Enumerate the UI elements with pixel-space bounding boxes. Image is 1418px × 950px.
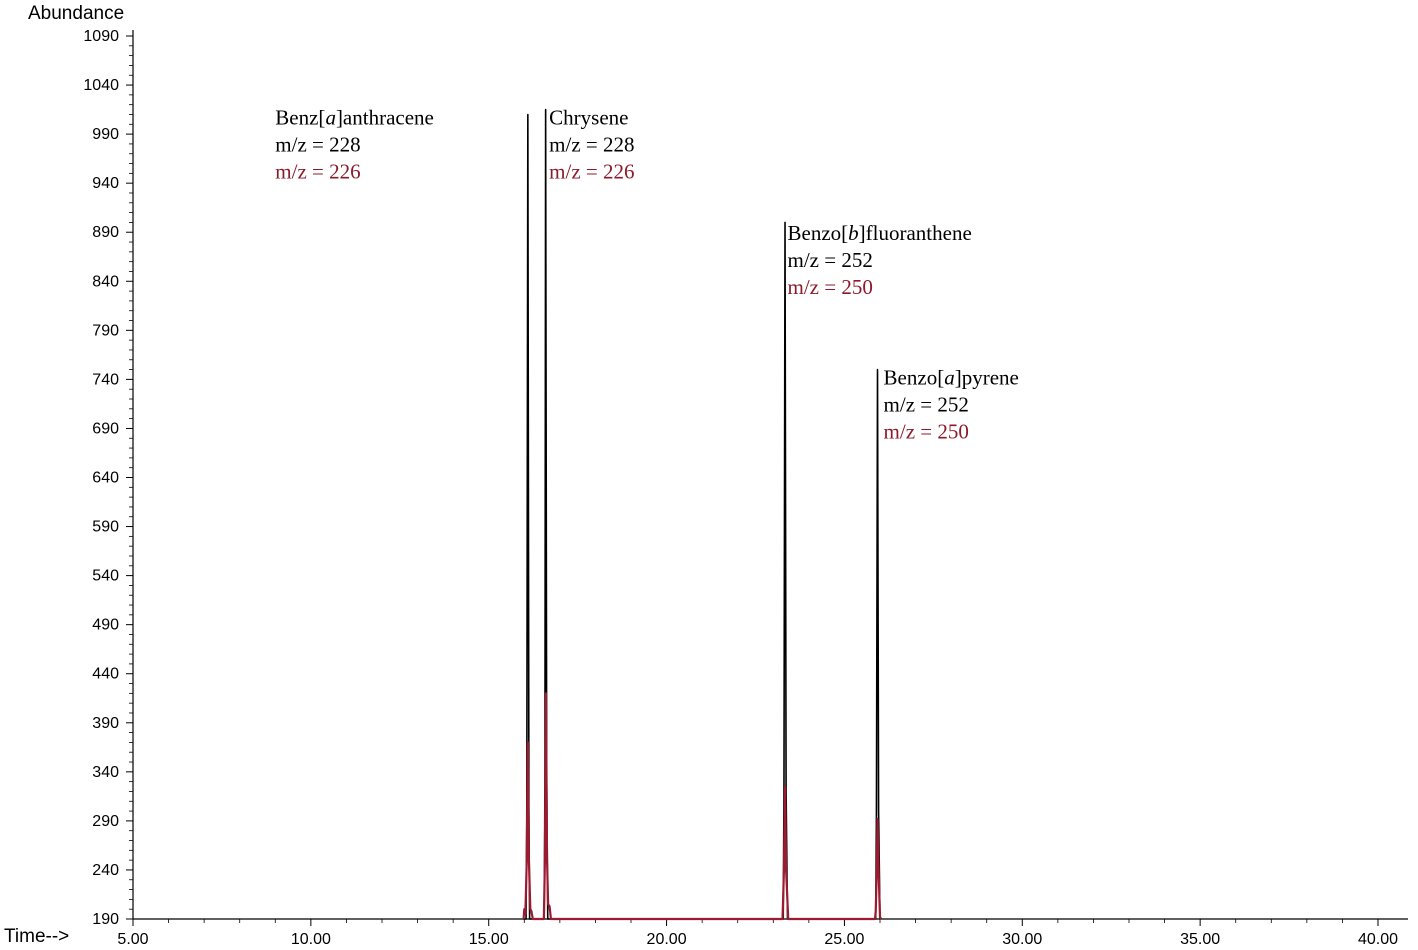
x-tick-label: 35.00	[1180, 931, 1220, 948]
annotation-label: Benzo[a]pyrene	[884, 365, 1019, 389]
y-tick-label: 740	[92, 371, 119, 388]
y-tick-label: 290	[92, 813, 119, 830]
y-tick-label: 390	[92, 715, 119, 732]
annotation-label: m/z = 252	[884, 392, 969, 416]
y-tick-label: 540	[92, 568, 119, 585]
annotation-label: Benz[a]anthracene	[275, 105, 434, 129]
y-tick-label: 640	[92, 470, 119, 487]
annotation-label: m/z = 226	[275, 159, 360, 183]
y-tick-label: 690	[92, 420, 119, 437]
y-axis-title: Abundance	[28, 3, 124, 24]
y-tick-label: 490	[92, 617, 119, 634]
peak-annotations: Benz[a]anthracene m/z = 228 m/z = 226 Chrys…	[275, 105, 1019, 443]
x-tick-label: 5.00	[117, 931, 148, 948]
x-tick-label: 10.00	[291, 931, 331, 948]
annotation-label: m/z = 226	[549, 159, 634, 183]
y-tick-label: 440	[92, 666, 119, 683]
annotation-label: m/z = 228	[549, 132, 634, 156]
x-tick-label: 15.00	[469, 931, 509, 948]
annotation-label: m/z = 250	[884, 419, 969, 443]
red-series-line	[522, 692, 883, 921]
plot-series	[522, 108, 883, 921]
x-tick-label: 20.00	[647, 931, 687, 948]
x-tick-label: 30.00	[1002, 931, 1042, 948]
y-tick-label: 890	[92, 224, 119, 241]
annotation-label: m/z = 250	[788, 275, 873, 299]
annotation-label: Benzo[b]fluoranthene	[788, 221, 972, 245]
y-tick-label: 190	[92, 911, 119, 928]
y-tick-label: 340	[92, 764, 119, 781]
annotation-label: Chrysene	[549, 105, 628, 129]
y-tick-label: 1090	[83, 28, 119, 45]
annotation-label: m/z = 228	[275, 132, 360, 156]
y-tick-label: 940	[92, 175, 119, 192]
x-axis-title: Time-->	[4, 926, 69, 947]
x-tick-label: 40.00	[1358, 931, 1398, 948]
axes: 190 240 290 340 390 440 490 540 590 640 690 740 790 8…	[83, 28, 1408, 948]
annotation-label: m/z = 252	[788, 248, 873, 272]
y-tick-label: 790	[92, 322, 119, 339]
y-tick-label: 990	[92, 126, 119, 143]
y-tick-label: 240	[92, 862, 119, 879]
x-tick-label: 25.00	[824, 931, 864, 948]
y-tick-label: 590	[92, 519, 119, 536]
y-tick-label: 840	[92, 273, 119, 290]
y-tick-label: 1040	[83, 77, 119, 94]
